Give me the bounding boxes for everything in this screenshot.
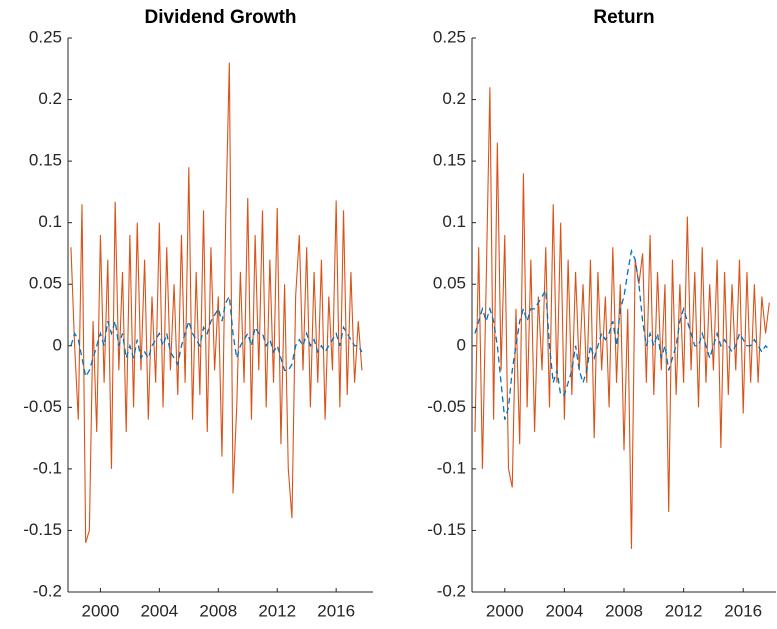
x-tick-label: 2004 — [545, 601, 583, 620]
series-line — [70, 294, 363, 379]
x-tick-label: 2004 — [140, 601, 178, 620]
x-tick-label: 2000 — [82, 601, 120, 620]
x-tick-label: 2012 — [665, 601, 703, 620]
y-tick-label: 0.25 — [433, 27, 466, 46]
chart-title: Dividend Growth — [145, 7, 297, 28]
y-tick-label: 0.05 — [29, 274, 62, 293]
chart-title: Return — [593, 7, 654, 28]
y-tick-label: 0.15 — [433, 151, 466, 170]
y-tick-label: -0.05 — [427, 397, 466, 416]
y-tick-label: -0.1 — [437, 458, 466, 477]
x-tick-label: 2008 — [605, 601, 643, 620]
y-tick-label: 0.15 — [29, 151, 62, 170]
series-line — [474, 87, 770, 549]
x-tick-label: 2000 — [486, 601, 524, 620]
series-line — [70, 62, 363, 543]
y-tick-label: -0.2 — [437, 581, 466, 600]
y-tick-label: -0.15 — [427, 520, 466, 539]
y-tick-label: 0.1 — [442, 212, 466, 231]
y-tick-label: -0.2 — [33, 581, 62, 600]
y-tick-label: -0.15 — [23, 520, 62, 539]
y-tick-label: -0.05 — [23, 397, 62, 416]
y-tick-label: 0.2 — [38, 89, 62, 108]
y-tick-label: 0.25 — [29, 27, 62, 46]
x-tick-label: 2016 — [724, 601, 762, 620]
y-tick-label: 0 — [53, 335, 62, 354]
y-tick-label: 0.1 — [38, 212, 62, 231]
x-tick-label: 2012 — [258, 601, 296, 620]
series-line — [474, 248, 770, 420]
x-tick-label: 2016 — [317, 601, 355, 620]
x-tick-label: 2008 — [199, 601, 237, 620]
y-tick-label: -0.1 — [33, 458, 62, 477]
y-tick-label: 0 — [457, 335, 466, 354]
y-tick-label: 0.2 — [442, 89, 466, 108]
y-tick-label: 0.05 — [433, 274, 466, 293]
